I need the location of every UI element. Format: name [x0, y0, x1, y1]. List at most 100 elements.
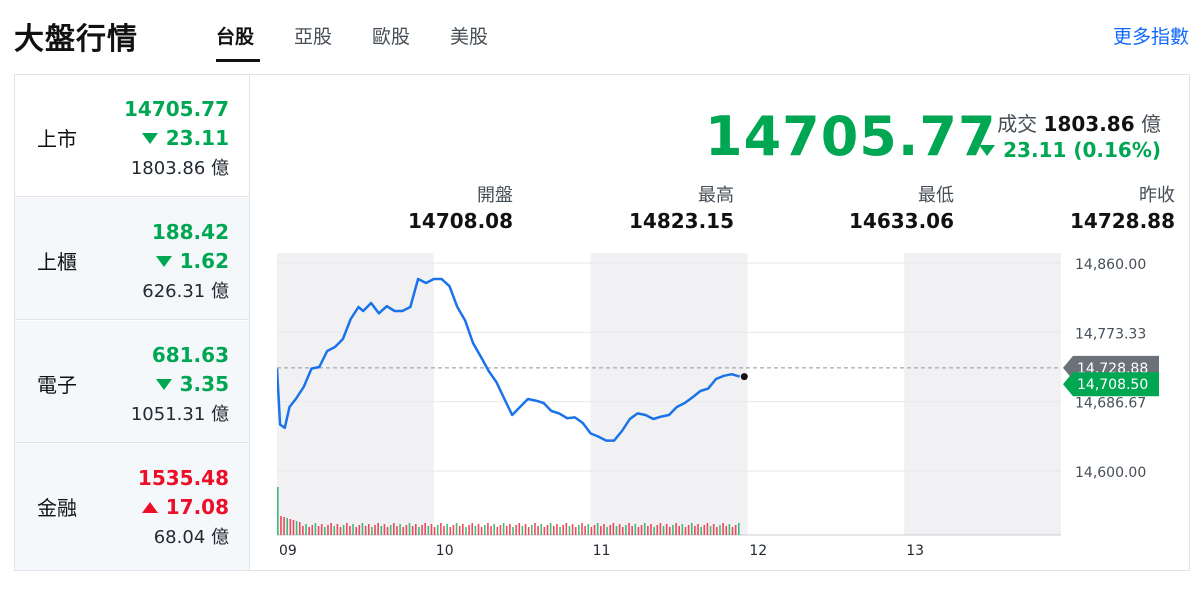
volume-bar — [596, 523, 599, 535]
volume-bar — [524, 524, 527, 535]
volume-bar — [371, 527, 373, 535]
volume-bar — [697, 524, 699, 535]
market-name: 金融 — [37, 496, 77, 520]
volume-bar — [427, 526, 430, 535]
volume-bar — [600, 526, 602, 535]
market-volume: 1803.86 億 — [130, 158, 229, 179]
volume-bar — [352, 524, 354, 535]
volume-bar — [549, 523, 552, 535]
volume-bar — [634, 524, 637, 535]
volume-bar — [650, 524, 652, 535]
page-title: 大盤行情 — [14, 22, 138, 57]
market-change: 23.11 — [141, 126, 229, 150]
index-change-value: 23.11 (0.16%) — [1003, 138, 1161, 162]
tab-us[interactable]: 美股 — [450, 26, 489, 48]
volume-bar — [690, 523, 693, 535]
volume-bar — [659, 523, 662, 535]
stat-value: 14728.88 — [1069, 209, 1175, 233]
volume-bar — [728, 524, 731, 535]
volume-bar — [656, 525, 659, 535]
market-item-finance[interactable]: 金融 1535.48 17.08 68.04 億 — [15, 444, 249, 570]
chart-svg: 14,860.00 14,773.33 14,686.67 14,600.00 09 10… — [275, 253, 1159, 559]
market-item-electronics[interactable]: 電子 681.63 3.35 1051.31 億 — [15, 321, 249, 443]
volume-bar — [308, 527, 310, 535]
hour-band — [277, 253, 434, 535]
volume-bar — [669, 527, 671, 535]
market-volume: 68.04 億 — [153, 527, 229, 548]
volume-bar — [628, 523, 630, 535]
index-price: 14705.77 — [705, 105, 997, 168]
volume-bar — [712, 524, 715, 535]
market-volume: 626.31 億 — [142, 281, 229, 302]
volume-bar — [433, 527, 436, 535]
market-name: 上市 — [37, 127, 77, 151]
market-item-otc[interactable]: 上櫃 188.42 1.62 626.31 億 — [15, 198, 249, 320]
volume-bar — [621, 527, 624, 535]
volume-bar — [480, 527, 483, 535]
stat-prev-close: 昨收 14728.88 — [1070, 181, 1175, 233]
volume-bar — [364, 526, 367, 535]
volume-bar — [625, 525, 627, 535]
volume-bar — [578, 525, 580, 535]
volume-bar — [358, 525, 361, 535]
volume-bar — [414, 524, 417, 535]
volume-bar — [277, 487, 279, 535]
stat-label: 昨收 — [1139, 185, 1175, 206]
volume-bar — [694, 526, 696, 535]
volume-bar — [349, 526, 351, 535]
volume-bar — [471, 523, 474, 535]
volume-bar — [465, 527, 467, 535]
stat-open: 開盤 14708.08 — [408, 181, 513, 233]
volume-bar — [389, 525, 392, 535]
intraday-chart[interactable]: 14,860.00 14,773.33 14,686.67 14,600.00 09 10… — [275, 253, 1185, 565]
volume-bar — [515, 525, 517, 535]
tab-asia[interactable]: 亞股 — [294, 26, 333, 48]
volume-bar — [615, 526, 618, 535]
volume-bar — [289, 519, 292, 535]
volume-bar — [292, 520, 295, 535]
stat-value: 14633.06 — [848, 209, 954, 233]
volume-bar — [411, 526, 414, 535]
volume-bar — [374, 525, 376, 535]
volume-bar — [565, 523, 568, 535]
volume-bar — [684, 527, 687, 535]
down-arrow-icon — [141, 132, 158, 144]
tab-taiwan[interactable]: 台股 — [216, 0, 294, 64]
price-line — [275, 277, 740, 442]
volume-bar — [687, 525, 690, 535]
header: 大盤行情 台股 亞股 歐股 美股 更多指數 — [0, 0, 1203, 70]
tab-europe[interactable]: 歐股 — [372, 26, 411, 48]
x-tick-label: 10 — [436, 543, 454, 559]
volume-bar — [581, 523, 583, 535]
volume-bar — [518, 523, 521, 535]
market-change-value: 17.08 — [165, 495, 229, 519]
volume-bar — [571, 524, 574, 535]
volume-bar — [527, 527, 530, 535]
volume-bar — [339, 527, 342, 535]
volume-bar — [342, 525, 345, 535]
volume-bar — [449, 527, 452, 535]
x-tick-label: 12 — [749, 543, 767, 559]
volume-bar — [477, 524, 480, 535]
hour-band — [590, 253, 748, 535]
volume-bar — [361, 523, 364, 535]
volume-bar — [703, 525, 706, 535]
volume-bar — [383, 524, 386, 535]
volume-bar — [568, 526, 571, 535]
volume-bar — [393, 523, 395, 535]
volume-bar — [327, 525, 329, 535]
last-price-dot — [740, 373, 748, 381]
stat-high: 最高 14823.15 — [629, 181, 734, 233]
volume-bar — [436, 525, 439, 535]
volume-bar — [587, 524, 590, 535]
market-value: 188.42 — [151, 220, 229, 244]
volume-bar — [606, 527, 608, 535]
market-item-listed[interactable]: 上市 14705.77 23.11 1803.86 億 — [15, 75, 249, 197]
volume-bar — [418, 527, 420, 535]
volume-bar — [499, 525, 502, 535]
more-indices-link[interactable]: 更多指數 — [1112, 26, 1189, 48]
volume-bar — [678, 526, 681, 535]
volume-bar — [574, 527, 577, 535]
volume-bar — [317, 526, 320, 535]
down-arrow-icon — [155, 255, 172, 267]
